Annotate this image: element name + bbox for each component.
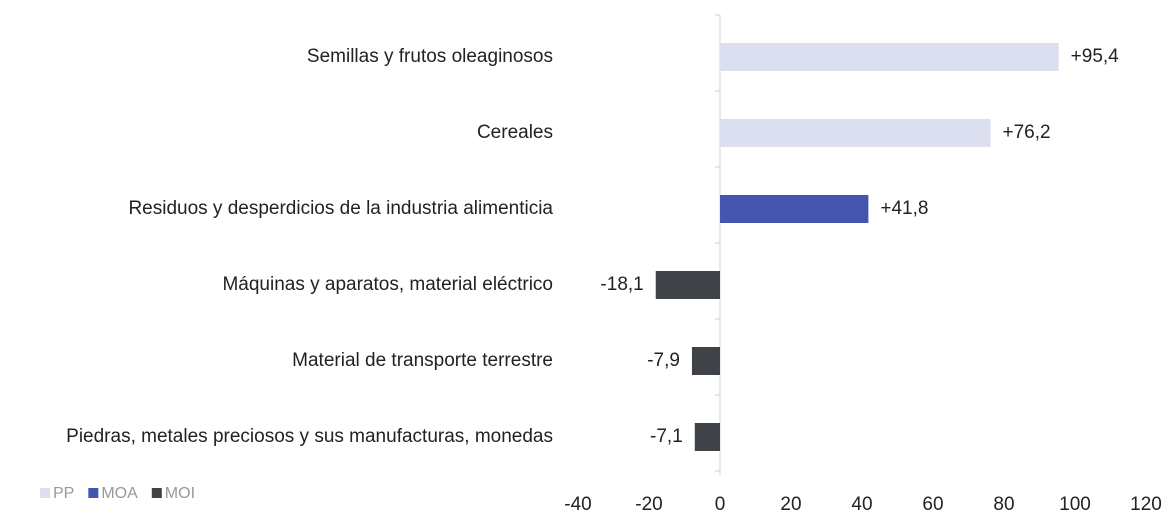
legend-label: MOI [165, 485, 195, 502]
bar [655, 271, 720, 299]
bar [691, 347, 720, 375]
bar [720, 195, 869, 223]
value-label: +41,8 [880, 198, 928, 219]
value-label: -7,9 [647, 350, 680, 371]
x-tick-label: 0 [715, 494, 726, 515]
bar [694, 423, 720, 451]
x-tick-label: 40 [851, 494, 872, 515]
x-tick-label: 100 [1059, 494, 1091, 515]
x-tick-label: 60 [922, 494, 943, 515]
category-label: Semillas y frutos oleaginosos [306, 46, 553, 67]
value-label: -7,1 [650, 426, 683, 447]
x-tick-label: 80 [993, 494, 1014, 515]
category-label: Máquinas y aparatos, material eléctrico [222, 274, 553, 295]
value-label: +95,4 [1071, 46, 1120, 67]
x-tick-label: -20 [635, 494, 662, 515]
legend-swatch [88, 488, 99, 498]
bar [720, 119, 991, 147]
legend-label: PP [53, 485, 74, 502]
category-label: Cereales [476, 122, 553, 143]
legend-swatch [151, 488, 162, 498]
value-label: +76,2 [1003, 122, 1051, 143]
x-tick-label: 120 [1130, 494, 1162, 515]
x-tick-label: -40 [564, 494, 591, 515]
legend-swatch [40, 488, 50, 498]
legend-label: MOA [101, 485, 138, 502]
category-label: Piedras, metales preciosos y sus manufac… [66, 426, 553, 447]
bar [720, 43, 1059, 71]
value-label: -18,1 [600, 274, 643, 295]
x-tick-label: 20 [780, 494, 801, 515]
category-label: Material de transporte terrestre [292, 350, 553, 371]
category-label: Residuos y desperdicios de la industria … [128, 198, 553, 219]
